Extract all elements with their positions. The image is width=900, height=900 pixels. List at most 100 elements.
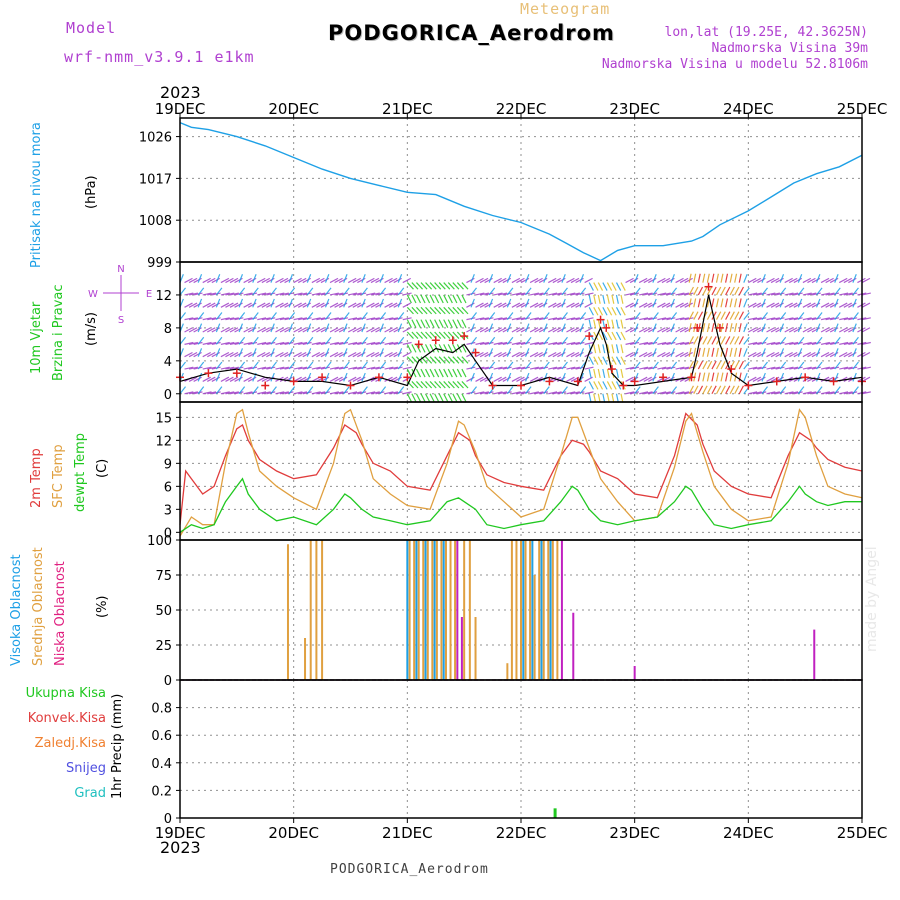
wind-barb [493, 317, 503, 321]
wind-barb [588, 381, 594, 390]
wind-barb [643, 341, 653, 345]
wind-barb [279, 391, 289, 395]
wind-barb [725, 298, 729, 308]
wind-barb [366, 277, 375, 284]
wind-barb [584, 366, 594, 370]
wind-barb [234, 317, 244, 321]
wind-barb [748, 376, 757, 382]
wind-barb [534, 317, 544, 321]
wind-barb [752, 327, 762, 333]
wind-barb [734, 360, 740, 370]
wind-barb [334, 317, 344, 321]
wind-barb [843, 351, 853, 358]
wind-barb [197, 312, 205, 321]
wind-barb [511, 327, 521, 333]
wind-barb [552, 277, 562, 284]
wind-barb [825, 391, 835, 395]
wind-barb [711, 298, 715, 308]
wind-barb [684, 277, 693, 284]
wind-barb [302, 376, 311, 382]
wind-barb [225, 302, 234, 308]
wind-barb [279, 277, 289, 284]
wind-barb [466, 366, 476, 370]
wind-barb [652, 298, 657, 308]
wind-barb [352, 351, 362, 358]
wind-barb [843, 327, 853, 333]
wind-barb [675, 351, 684, 358]
wind-barb [447, 294, 453, 304]
wind-barb [429, 344, 435, 353]
wind-barb [539, 366, 549, 370]
wind-barb [425, 282, 433, 290]
wind-barb [679, 302, 689, 308]
wind-barb [393, 292, 403, 296]
wind-barb [270, 336, 277, 345]
wind-barb [406, 331, 414, 339]
wind-barb [838, 351, 848, 358]
wind-barb [529, 327, 539, 333]
wind-barb [261, 366, 271, 370]
wind-barb [807, 302, 816, 308]
wind-barb [493, 341, 503, 345]
wind-barb [634, 323, 639, 333]
wind-barb [420, 319, 426, 328]
wind-barb [852, 361, 859, 370]
wind-barb [334, 366, 344, 370]
wind-barb [470, 323, 475, 333]
wind-barb [652, 372, 657, 382]
wind-barb [361, 312, 368, 321]
wind-barb [557, 351, 566, 358]
wind-barb [802, 341, 812, 345]
wind-barb [516, 341, 526, 345]
wind-barb [502, 391, 512, 395]
wind-barb [211, 277, 221, 284]
x-tick-label-bottom: 22DEC [496, 824, 547, 842]
wind-barb [211, 351, 221, 358]
wind-barb [488, 386, 496, 395]
wind-barb [606, 331, 613, 341]
wind-barb [375, 366, 385, 370]
wind-barb [447, 344, 453, 353]
wind-barb [193, 277, 202, 284]
wind-barb [484, 351, 493, 358]
wind-barb [311, 327, 321, 333]
wind-barb [397, 298, 403, 308]
wind-barb [588, 319, 592, 329]
wind-barb [461, 356, 469, 364]
wind-barb [279, 366, 289, 370]
wind-barb [252, 336, 259, 345]
legend-snow: Snijeg [66, 761, 106, 776]
wind-barb [516, 376, 525, 382]
wind-barb [797, 274, 803, 283]
wind-barb [793, 277, 803, 284]
wind-barb [379, 336, 387, 345]
wind-barb [475, 317, 485, 321]
wind-barb [697, 286, 704, 296]
wind-barb [793, 351, 803, 358]
wind-barb [284, 366, 294, 370]
x-tick-label-bottom: 24DEC [723, 824, 774, 842]
wind-barb [275, 391, 285, 395]
wind-barb [830, 391, 840, 395]
wind-barb [520, 292, 530, 296]
wind-barb [311, 341, 321, 345]
wind-barb [575, 317, 585, 321]
wind-barb [370, 292, 380, 296]
wind-barb [438, 282, 446, 290]
wind-barb [757, 302, 766, 308]
wind-barb [184, 317, 194, 321]
wind-barb [429, 393, 435, 403]
legend-conv-precip: Konvek.Kisa [27, 711, 106, 726]
wind-barb [534, 351, 543, 358]
wind-barb [566, 341, 576, 345]
wind-barb [766, 376, 775, 382]
wind-barb [657, 351, 666, 358]
wind-barb [579, 274, 585, 283]
wind-barb [629, 277, 639, 284]
wind-barb [352, 341, 362, 345]
wind-barb [552, 366, 562, 370]
wind-barb [697, 273, 701, 283]
wind-barb [452, 344, 458, 353]
wind-barb [502, 341, 512, 345]
y-tick-label: 0.8 [151, 702, 172, 717]
